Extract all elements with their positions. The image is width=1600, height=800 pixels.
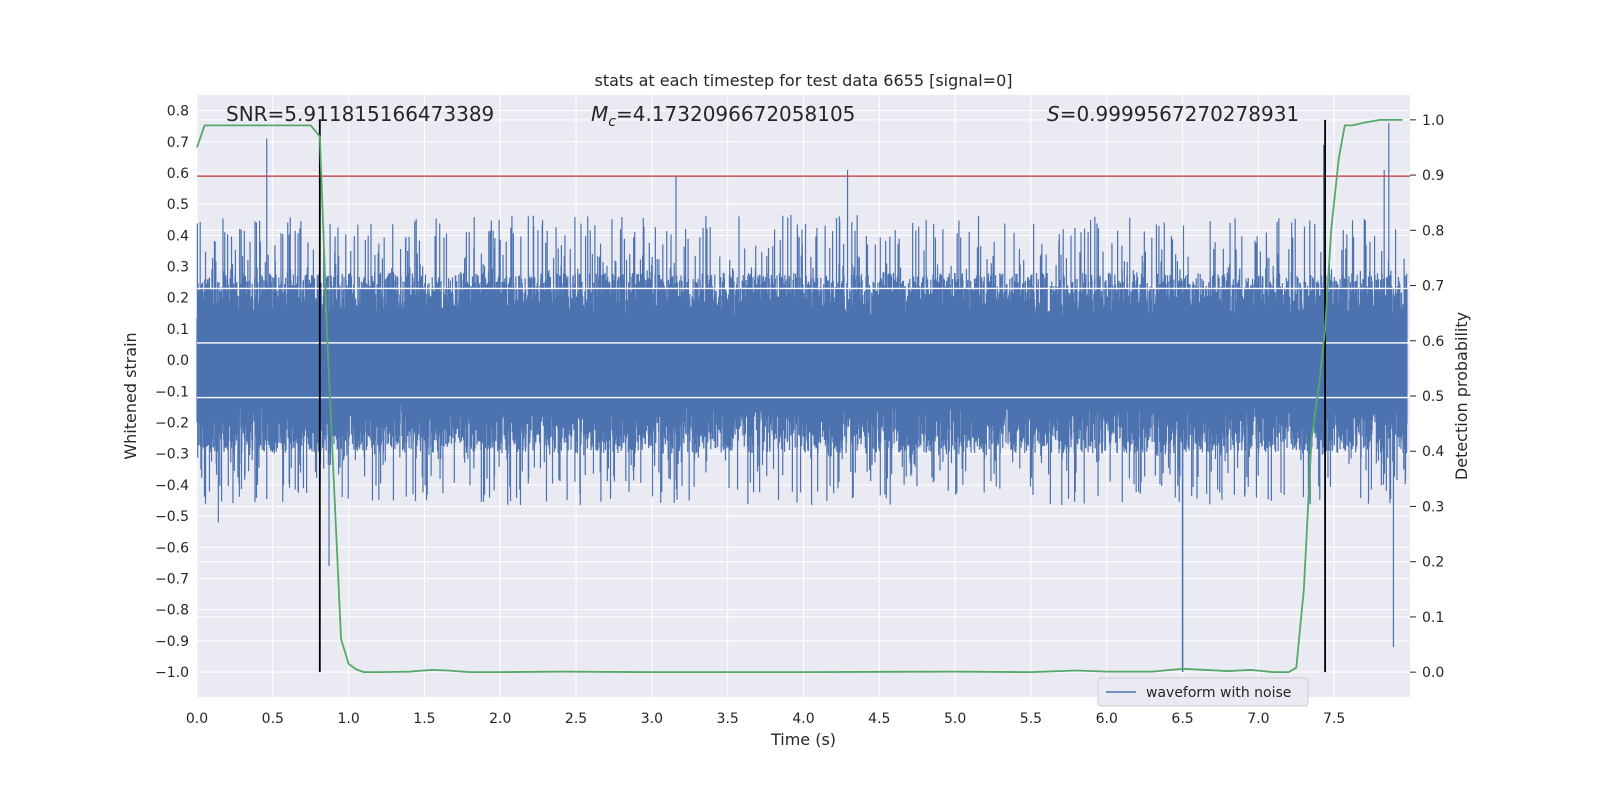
- x-tick-label: 5.5: [1020, 711, 1042, 727]
- y2-tick-label: 1.0: [1422, 113, 1444, 129]
- y2-axis-label: Detection probability: [1452, 312, 1471, 480]
- y-tick-label: −0.5: [155, 509, 189, 525]
- y-tick-label: −0.8: [155, 603, 189, 619]
- y-tick-label: −0.2: [155, 416, 189, 432]
- waveform-trace: [196, 123, 1408, 673]
- annotation-mc-subscript: c: [608, 114, 616, 130]
- x-tick-label: 2.5: [565, 711, 587, 727]
- annotation-mc-value: =4.1732096672058105: [616, 102, 855, 126]
- x-tick-label: 5.0: [944, 711, 966, 727]
- y-tick-label: −0.4: [155, 478, 189, 494]
- y2-tick-label: 0.2: [1422, 555, 1444, 571]
- x-tick-label: 1.0: [337, 711, 359, 727]
- x-tick-label: 6.0: [1096, 711, 1118, 727]
- series-waveform-with-noise: [196, 123, 1408, 673]
- y2-tick-label: 0.6: [1422, 334, 1444, 350]
- y-tick-label: 0.8: [167, 104, 189, 120]
- x-tick-label: 1.5: [413, 711, 435, 727]
- y2-tick-label: 0.7: [1422, 279, 1444, 295]
- y-tick-label: −0.7: [155, 571, 189, 587]
- x-axis-label: Time (s): [770, 730, 836, 749]
- y-tick-label: −0.1: [155, 384, 189, 400]
- y-tick-label: 0.1: [167, 322, 189, 338]
- y-tick-label: −1.0: [155, 665, 189, 681]
- x-tick-label: 0.0: [186, 711, 208, 727]
- y-tick-label: 0.4: [167, 228, 189, 244]
- y-tick-label: 0.6: [167, 166, 189, 182]
- annotation-chirp-mass: Mc=4.1732096672058105: [591, 102, 855, 130]
- annotation-s-value: =0.9999567270278931: [1060, 102, 1299, 126]
- y-tick-label: 0.0: [167, 353, 189, 369]
- axis-ticks: 0.0 0.5 1.0 1.5 2.0 2.5 3.0 3.5 4.0 4.5 5.0 5.5 6.0 6…: [155, 104, 1444, 727]
- x-tick-label: 7.5: [1323, 711, 1345, 727]
- y-tick-label: −0.9: [155, 634, 189, 650]
- series-detection-probability: [196, 118, 1403, 674]
- annotation-s-symbol: S: [1047, 102, 1060, 126]
- x-tick-label: 2.0: [489, 711, 511, 727]
- x-tick-label: 0.5: [262, 711, 284, 727]
- y-tick-label: 0.5: [167, 197, 189, 213]
- x-tick-label: 4.5: [868, 711, 890, 727]
- y-tick-label: 0.3: [167, 260, 189, 276]
- y-axis-label: Whitened strain: [121, 332, 140, 459]
- y2-tick-label: 0.8: [1422, 223, 1444, 239]
- y2-tick-label: 0.9: [1422, 168, 1444, 184]
- reference-lines: [197, 119, 1410, 673]
- legend-label-waveform: waveform with noise: [1146, 685, 1291, 701]
- detection-probability-line: [196, 118, 1403, 674]
- y-tick-label: 0.7: [167, 135, 189, 151]
- annotation-snr: SNR=5.911815166473389: [226, 102, 494, 126]
- y2-tick-label: 0.4: [1422, 444, 1444, 460]
- y2-tick-label: 0.5: [1422, 389, 1444, 405]
- x-tick-label: 7.0: [1247, 711, 1269, 727]
- chart-title: stats at each timestep for test data 665…: [594, 71, 1012, 90]
- x-tick-label: 3.5: [717, 711, 739, 727]
- annotation-mc-symbol: M: [591, 102, 608, 126]
- y2-tick-label: 0.3: [1422, 499, 1444, 515]
- y-tick-label: −0.3: [155, 447, 189, 463]
- y-tick-label: 0.2: [167, 291, 189, 307]
- x-tick-label: 6.5: [1171, 711, 1193, 727]
- y2-tick-label: 0.1: [1422, 610, 1444, 626]
- x-tick-label: 4.0: [792, 711, 814, 727]
- x-tick-label: 3.0: [641, 711, 663, 727]
- y2-tick-label: 0.0: [1422, 665, 1444, 681]
- annotation-statistic: S=0.9999567270278931: [1047, 102, 1299, 126]
- legend: waveform with noise: [1097, 677, 1309, 707]
- legend-box: [1097, 677, 1309, 707]
- y-tick-label: −0.6: [155, 540, 189, 556]
